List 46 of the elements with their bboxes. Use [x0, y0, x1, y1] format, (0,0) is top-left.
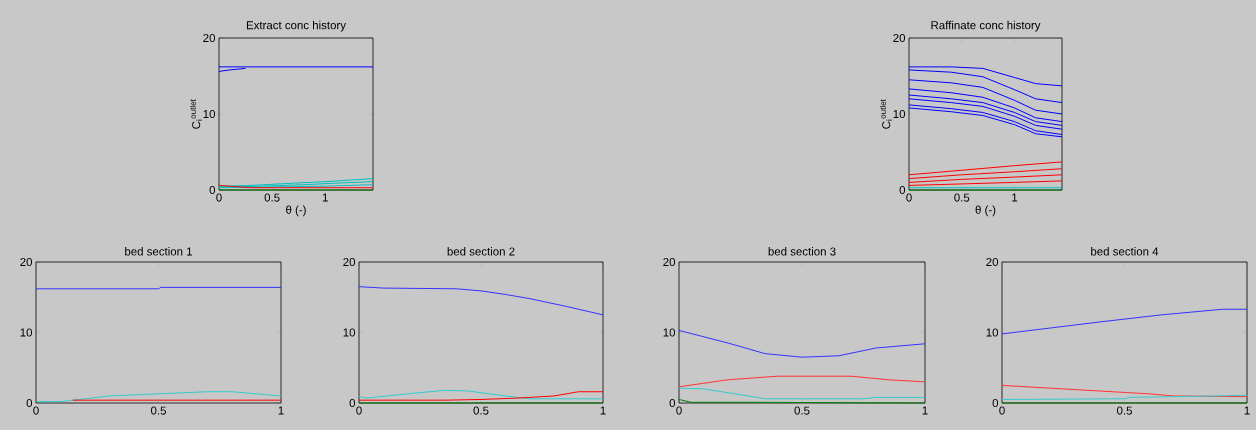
y-axis-title: C$_{i}$outlet	[879, 99, 892, 129]
y-tick-label: 10	[663, 328, 676, 337]
x-tick-label: 0	[33, 406, 39, 415]
y-tick-label: 10	[203, 109, 216, 119]
y-tick-label: 20	[20, 257, 33, 267]
y-tick-label: 0	[669, 398, 676, 408]
x-tick-label: 0	[999, 406, 1005, 415]
y-tick-label: 20	[343, 257, 356, 267]
y-axis-title: C$_{i}$outlet	[189, 99, 202, 129]
chart-title: Extract conc history	[246, 20, 346, 32]
y-tick-label: 0	[26, 398, 33, 408]
x-tick-label: 0.5	[473, 406, 489, 415]
x-tick-label: 0.5	[150, 406, 166, 415]
y-tick-label: 20	[663, 257, 676, 267]
chart-title: bed section 2	[447, 247, 515, 256]
x-tick-label: 0	[906, 193, 912, 202]
x-tick-label: 1	[600, 406, 606, 415]
x-tick-label: 1	[322, 193, 328, 202]
y-tick-label: 20	[893, 33, 906, 43]
y-tick-label: 10	[893, 109, 906, 119]
y-tick-label: 10	[986, 328, 999, 337]
x-tick-label: 0	[216, 193, 222, 202]
chart-title: bed section 3	[768, 247, 836, 256]
y-tick-label: 0	[209, 185, 216, 195]
x-tick-label: 1	[1012, 193, 1018, 202]
x-tick-label: 1	[278, 406, 284, 415]
x-tick-label: 0.5	[794, 406, 810, 415]
y-tick-label: 0	[899, 185, 906, 195]
x-tick-label: 1	[922, 406, 928, 415]
x-axis-title: θ (-)	[975, 205, 996, 217]
y-tick-label: 20	[203, 33, 216, 43]
x-tick-label: 1	[1244, 406, 1250, 415]
x-tick-label: 0	[676, 406, 682, 415]
x-tick-label: 0.5	[264, 193, 280, 202]
chart-title: bed section 4	[1091, 247, 1159, 256]
y-tick-label: 10	[20, 328, 33, 337]
x-tick-label: 0.5	[954, 193, 970, 202]
chart-title: Raffinate conc history	[931, 20, 1041, 32]
x-tick-label: 0	[356, 406, 362, 415]
y-tick-label: 0	[992, 398, 999, 408]
chart-title: bed section 1	[125, 247, 192, 256]
y-tick-label: 20	[986, 257, 999, 267]
y-tick-label: 10	[343, 328, 356, 337]
y-tick-label: 0	[349, 398, 356, 408]
x-tick-label: 0.5	[1117, 406, 1132, 415]
x-axis-title: θ (-)	[286, 205, 306, 217]
